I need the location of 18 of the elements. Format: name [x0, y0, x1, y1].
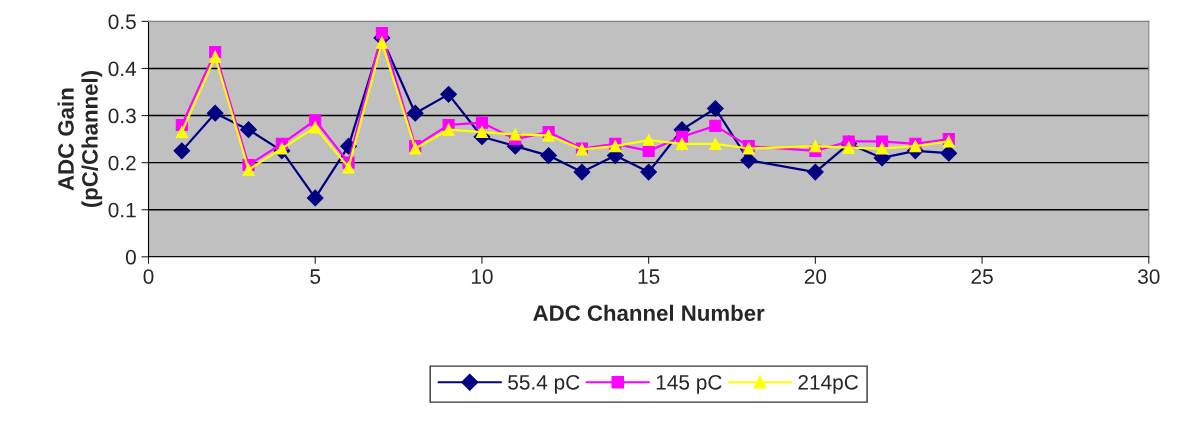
- y-tick-label: 0.2: [108, 155, 136, 171]
- x-tick-label: 20: [804, 269, 827, 284]
- x-tick-label: 15: [638, 269, 660, 284]
- y-tick-label: 0: [125, 249, 136, 265]
- y-tick-label: 0.3: [108, 108, 136, 124]
- y-tick-label: 0.4: [108, 61, 137, 77]
- legend-label: 55.4 pC: [508, 374, 580, 394]
- x-tick-label: 0: [143, 269, 154, 284]
- x-tick-label: 25: [971, 269, 993, 284]
- x-axis-title: ADC Channel Number: [533, 304, 765, 322]
- y-tick-label: 0.1: [108, 202, 136, 218]
- x-tick-label: 30: [1138, 269, 1160, 284]
- legend-label: 214pC: [798, 374, 858, 394]
- x-tick-label: 5: [310, 269, 321, 284]
- y-axis-title: ADC Gain (pC/Channel): [57, 71, 103, 208]
- x-tick-label: 10: [471, 269, 493, 284]
- legend-label: 145 pC: [656, 374, 722, 394]
- y-tick-label: 0.5: [108, 14, 136, 30]
